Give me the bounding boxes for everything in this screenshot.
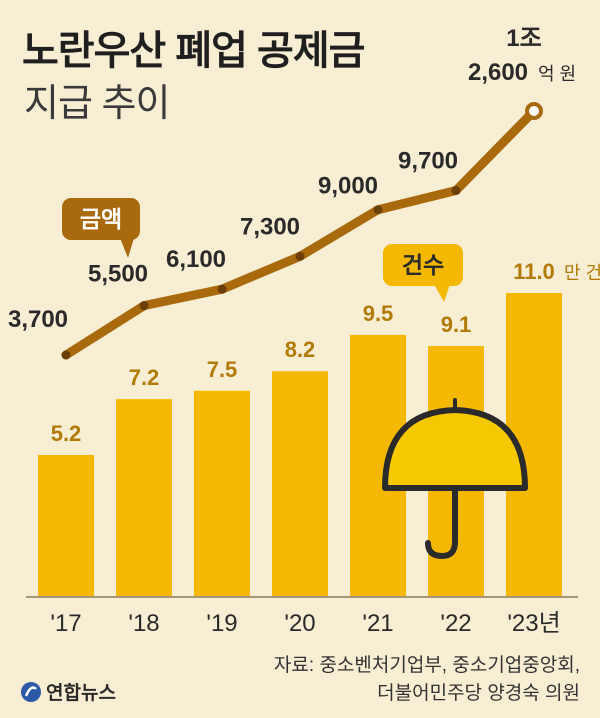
x-tick-label: '21 — [362, 610, 393, 637]
x-tick-label: '18 — [128, 610, 159, 637]
bar — [38, 455, 94, 596]
umbrella-handle — [425, 485, 458, 560]
line-value-label: 3,700 — [8, 306, 68, 333]
source-note: 자료: 중소벤처기업부, 중소기업중앙회, 더불어민주당 양경숙 의원 — [274, 652, 580, 708]
line-point-end — [525, 102, 543, 120]
bar — [272, 371, 328, 596]
x-tick-label: '22 — [440, 610, 471, 637]
bar-value-label: 8.2 — [285, 337, 316, 362]
chart-title: 노란우산 폐업 공제금 — [22, 29, 365, 73]
legend-count-box — [383, 244, 463, 286]
line-unit-label: 억 원 — [538, 64, 576, 84]
line-value-label-top: 1조 — [506, 25, 541, 52]
x-tick-label: '17 — [50, 610, 81, 637]
bar-series: 5.2 7.2 7.5 8.2 9.5 9.1 11.0 만 건 — [38, 259, 600, 596]
line-value-label: 9,000 — [318, 173, 378, 200]
line-series: 3,700 5,500 6,100 7,300 9,000 9,700 1조 2,600 억 원 — [8, 25, 576, 360]
line-value-label-bottom: 2,600 — [468, 59, 528, 86]
line-value-label: 5,500 — [88, 261, 148, 288]
line-point — [295, 251, 305, 261]
bar-value-label: 7.5 — [207, 357, 238, 382]
legend-amount-box — [62, 198, 140, 240]
line-value-label: 9,700 — [398, 148, 458, 175]
line-point — [61, 350, 71, 360]
chart-subtitle: 지급 추이 — [24, 83, 170, 125]
umbrella-icon — [382, 398, 528, 560]
line-point — [451, 186, 461, 196]
source-line-1: 자료: 중소벤처기업부, 중소기업중앙회, — [273, 655, 580, 676]
legend-amount-label: 금액 — [80, 206, 122, 232]
legend-count: 건수 — [383, 244, 463, 302]
x-tick-label: '19 — [206, 610, 237, 637]
x-tick-label: '20 — [284, 610, 315, 637]
legend-amount-pointer — [120, 238, 134, 258]
bar-unit-label: 만 건 — [564, 263, 600, 283]
bar — [116, 399, 172, 596]
logo-text: 연합뉴스 — [46, 683, 116, 704]
legend-amount: 금액 — [62, 198, 140, 258]
line-point — [139, 301, 149, 311]
legend-count-label: 건수 — [402, 252, 444, 278]
line-value-label: 6,100 — [166, 246, 226, 273]
line-point — [373, 205, 383, 215]
bar-value-label: 9.5 — [363, 301, 394, 326]
bar-value-label: 5.2 — [51, 421, 82, 446]
x-tick-label: '23년 — [507, 610, 560, 637]
yonhap-logo-icon — [21, 681, 41, 702]
bar — [194, 390, 250, 596]
legend-count-pointer — [434, 284, 450, 302]
bar-value-label: 9.1 — [441, 312, 472, 337]
source-line-2: 더불어민주당 양경숙 의원 — [377, 683, 580, 704]
line-value-label: 7,300 — [240, 213, 300, 240]
umbrella-canopy — [382, 407, 528, 491]
bar-value-label: 7.2 — [129, 365, 160, 390]
bar-value-label: 11.0 — [513, 259, 555, 284]
yonhap-logo: 연합뉴스 — [20, 678, 116, 705]
line-point — [217, 284, 227, 294]
